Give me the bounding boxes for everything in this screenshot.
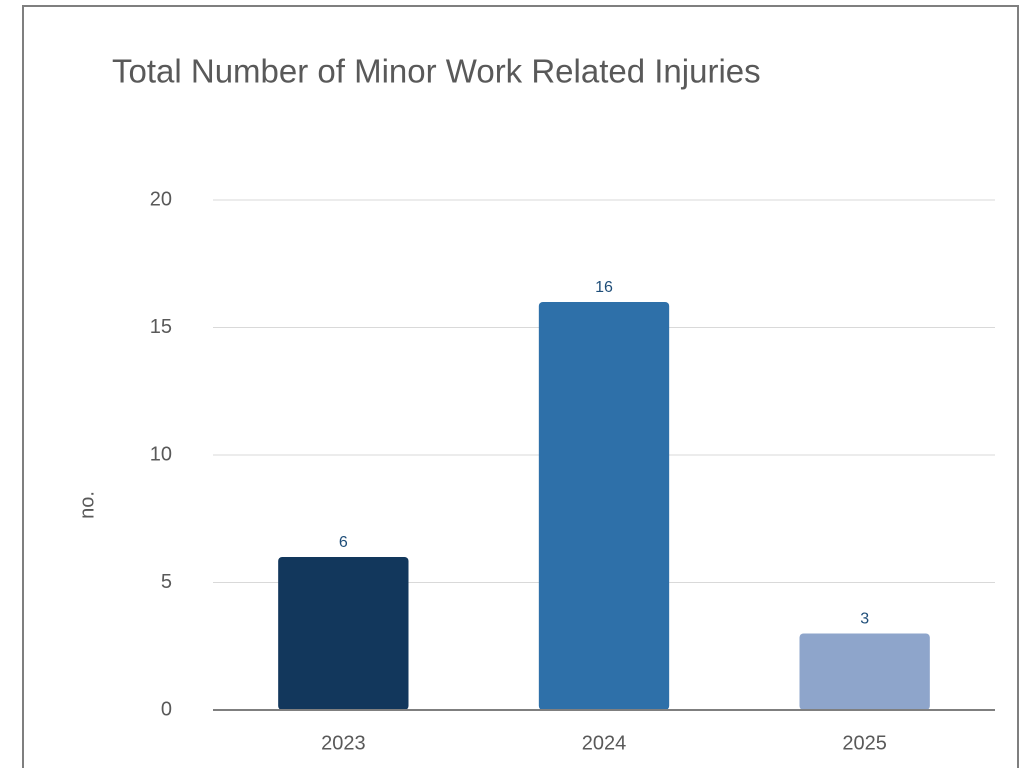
y-axis-label: no.	[76, 491, 98, 519]
data-label: 3	[860, 611, 869, 628]
y-tick-label: 5	[161, 571, 172, 593]
chart-title: Total Number of Minor Work Related Injur…	[112, 53, 761, 90]
y-tick-label: 15	[150, 316, 172, 338]
x-tick-label: 2023	[321, 732, 366, 754]
y-tick-label: 0	[161, 698, 172, 720]
data-label: 16	[595, 279, 613, 296]
bar	[278, 557, 409, 710]
y-tick-label: 10	[150, 443, 172, 465]
bar	[538, 302, 670, 710]
x-tick-label: 2025	[842, 732, 887, 754]
x-tick-label: 2024	[582, 732, 627, 754]
bar	[799, 633, 930, 710]
data-label: 6	[339, 534, 348, 551]
y-tick-label: 20	[150, 188, 172, 210]
